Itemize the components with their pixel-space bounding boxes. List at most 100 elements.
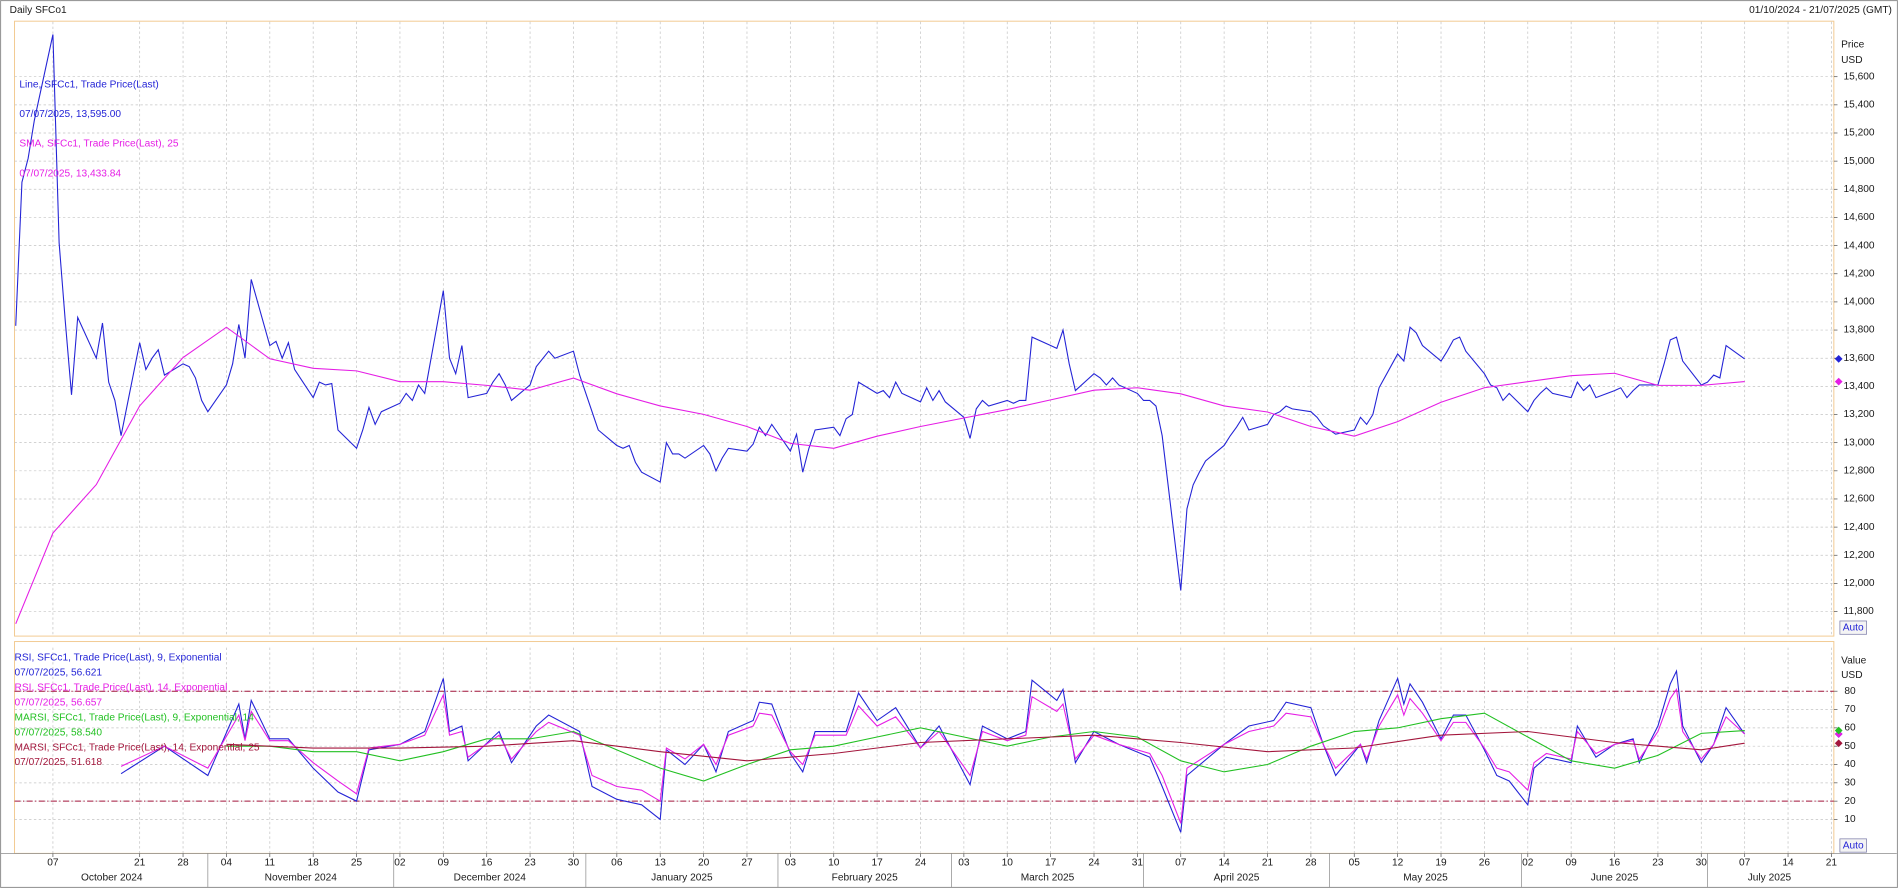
x-tick-label: 25 bbox=[351, 858, 363, 869]
y-tick-label: 12,200 bbox=[1844, 550, 1875, 561]
legend-entry: MARSI, SFCc1, Trade Price(Last), 14, Exp… bbox=[15, 742, 260, 753]
y-tick-label: 12,000 bbox=[1844, 578, 1875, 589]
y-tick-label: 30 bbox=[1844, 778, 1856, 789]
y-tick-label: 12,600 bbox=[1844, 494, 1875, 505]
y-tick-label: 20 bbox=[1844, 796, 1856, 807]
x-tick-label: 18 bbox=[308, 858, 320, 869]
month-label: February 2025 bbox=[832, 872, 898, 883]
x-tick-label: 03 bbox=[785, 858, 797, 869]
auto-button-label[interactable]: Auto bbox=[1843, 841, 1864, 852]
series-line bbox=[226, 712, 1745, 782]
x-tick-label: 07 bbox=[47, 858, 59, 869]
y-tick-label: 15,600 bbox=[1844, 71, 1875, 82]
x-tick-label: 21 bbox=[1826, 858, 1838, 869]
x-tick-label: 07 bbox=[1739, 858, 1751, 869]
series-line bbox=[120, 687, 1746, 824]
auto-scale-button[interactable]: Auto bbox=[1839, 838, 1867, 853]
x-tick-label: 27 bbox=[741, 858, 753, 869]
x-tick-label: 10 bbox=[1002, 858, 1014, 869]
month-label: April 2025 bbox=[1214, 872, 1260, 883]
x-tick-label: 24 bbox=[915, 858, 927, 869]
price-panel-frame bbox=[14, 20, 1835, 637]
y-tick-label: 60 bbox=[1844, 723, 1856, 734]
x-tick-label: 17 bbox=[871, 858, 883, 869]
y-axis-unit: USD bbox=[1841, 55, 1862, 66]
series-line bbox=[226, 730, 1745, 762]
month-label: June 2025 bbox=[1591, 872, 1639, 883]
month-label: November 2024 bbox=[265, 872, 338, 883]
plot-layer: 07 21 28 04 11 18 25 02 09 16 23 30 06 13 20 27 03 10 17 24… bbox=[15, 21, 1875, 888]
y-tick-label: 15,400 bbox=[1844, 100, 1875, 111]
x-tick-label: 09 bbox=[1566, 858, 1578, 869]
auto-button-label[interactable]: Auto bbox=[1843, 623, 1864, 634]
legend-entry: Line, SFCc1, Trade Price(Last) bbox=[19, 79, 158, 90]
x-tick-label: 02 bbox=[394, 858, 406, 869]
y-tick-label: 80 bbox=[1844, 686, 1856, 697]
auto-button-box bbox=[1839, 620, 1867, 635]
y-tick-label: 14,600 bbox=[1844, 212, 1875, 223]
x-tick-label: 24 bbox=[1088, 858, 1100, 869]
last-value-marker bbox=[1834, 726, 1843, 735]
y-tick-label: 12,400 bbox=[1844, 522, 1875, 533]
y-tick-label: 11,800 bbox=[1844, 606, 1875, 617]
x-tick-label: 06 bbox=[611, 858, 623, 869]
y-tick-label: 13,200 bbox=[1844, 409, 1875, 420]
x-tick-label: 26 bbox=[1479, 858, 1491, 869]
x-tick-label: 30 bbox=[1696, 858, 1708, 869]
x-tick-label: 13 bbox=[655, 858, 667, 869]
series-line bbox=[15, 34, 1745, 591]
y-tick-label: 14,800 bbox=[1844, 184, 1875, 195]
legend-entry: MARSI, SFCc1, Trade Price(Last), 9, Expo… bbox=[15, 712, 255, 723]
month-label: May 2025 bbox=[1403, 872, 1448, 883]
date-range: 01/10/2024 - 21/07/2025 (GMT) bbox=[1749, 5, 1892, 16]
series-line bbox=[120, 669, 1746, 833]
legend-detail: 07/07/2025, 13,595.00 bbox=[19, 109, 121, 120]
last-value-marker bbox=[1834, 355, 1843, 363]
legend-detail: 07/07/2025, 58.540 bbox=[15, 727, 103, 738]
auto-button-box bbox=[1839, 838, 1867, 853]
x-tick-label: 20 bbox=[698, 858, 710, 869]
x-tick-label: 09 bbox=[438, 858, 450, 869]
x-tick-label: 02 bbox=[1522, 858, 1534, 869]
y-tick-label: 40 bbox=[1844, 759, 1856, 770]
x-tick-label: 28 bbox=[177, 858, 189, 869]
y-tick-label: 14,400 bbox=[1844, 240, 1875, 251]
y-axis-title: Price bbox=[1841, 39, 1864, 50]
y-tick-label: 50 bbox=[1844, 741, 1856, 752]
x-tick-label: 31 bbox=[1132, 858, 1144, 869]
y-tick-label: 13,600 bbox=[1844, 353, 1875, 364]
x-tick-label: 30 bbox=[568, 858, 580, 869]
last-value-marker bbox=[1834, 739, 1843, 748]
y-tick-label: 14,200 bbox=[1844, 268, 1875, 279]
x-tick-label: 07 bbox=[1175, 858, 1187, 869]
y-tick-label: 13,800 bbox=[1844, 325, 1875, 336]
x-tick-label: 10 bbox=[828, 858, 840, 869]
legend-detail: 07/07/2025, 51.618 bbox=[15, 757, 103, 768]
y-axis-unit: USD bbox=[1841, 670, 1862, 681]
x-tick-label: 11 bbox=[265, 858, 276, 869]
x-tick-label: 14 bbox=[1218, 858, 1230, 869]
legend-entry: RSI, SFCc1, Trade Price(Last), 9, Expone… bbox=[15, 653, 222, 664]
y-axis-title: Value bbox=[1841, 656, 1867, 667]
x-tick-label: 28 bbox=[1305, 858, 1317, 869]
x-tick-label: 16 bbox=[481, 858, 493, 869]
legend-entry: RSI, SFCc1, Trade Price(Last), 14, Expon… bbox=[15, 682, 228, 693]
month-label: March 2025 bbox=[1021, 872, 1075, 883]
auto-scale-button[interactable]: Auto bbox=[1839, 620, 1867, 635]
x-tick-label: 14 bbox=[1782, 858, 1794, 869]
y-tick-label: 13,400 bbox=[1844, 381, 1875, 392]
y-tick-label: 15,200 bbox=[1844, 128, 1875, 139]
legend-entry: SMA, SFCc1, Trade Price(Last), 25 bbox=[19, 139, 179, 150]
legend-detail: 07/07/2025, 13,433.84 bbox=[19, 168, 121, 179]
y-tick-label: 12,800 bbox=[1844, 465, 1875, 476]
x-tick-label: 05 bbox=[1349, 858, 1361, 869]
month-label: October 2024 bbox=[81, 872, 143, 883]
series-line bbox=[15, 326, 1745, 625]
y-tick-label: 10 bbox=[1844, 814, 1856, 825]
x-tick-label: 21 bbox=[1262, 858, 1274, 869]
y-tick-label: 13,000 bbox=[1844, 437, 1875, 448]
x-tick-label: 12 bbox=[1392, 858, 1404, 869]
y-tick-label: 15,000 bbox=[1844, 156, 1875, 167]
